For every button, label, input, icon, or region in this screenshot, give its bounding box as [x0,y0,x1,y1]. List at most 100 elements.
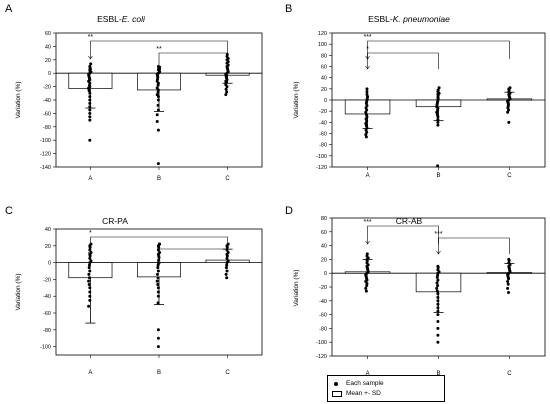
sample-point [436,115,440,119]
sample-point [225,276,229,280]
category-label: A [366,173,370,179]
category-label: B [157,370,161,376]
sample-point [156,286,160,290]
sample-point [436,295,440,299]
sample-point [225,85,229,89]
sample-point [436,299,440,303]
sample-point [364,289,368,293]
panel-letter: A [5,3,13,15]
sample-point [435,289,439,293]
sample-point [87,282,91,286]
sample-point [88,286,92,290]
sample-point [156,83,160,87]
sample-point [88,118,92,122]
sample-point [155,279,159,283]
legend-mean-label: Mean +- SD [346,390,381,397]
bar-b [137,72,181,91]
y-tick-label: -60 [319,132,327,138]
sample-point [88,98,92,102]
chart-panel-d: D CR-AB Variation (%) 80 60 40 20 0 -20 -40 -60 -80… [285,205,546,377]
category-label: A [88,370,92,376]
sample-point [88,263,92,267]
legend-bar-icon [332,390,342,397]
sample-point [88,269,92,273]
panel-title: ESBL-K. pneumoniae [368,14,450,24]
sample-point [88,115,92,119]
sample-point [436,326,440,330]
sample-point [436,120,440,124]
y-tick-label: 40 [321,244,327,250]
y-tick-label: 0 [48,71,51,77]
y-tick-label: -80 [319,326,327,332]
sample-point [436,313,440,317]
significance-bracket [158,52,228,69]
sample-point [156,290,160,294]
significance-label: *** [363,219,371,226]
y-tick-label: -100 [316,340,327,346]
y-tick-label: -40 [319,120,327,126]
y-tick-label: -80 [319,143,327,149]
sample-point [88,290,92,294]
y-tick-label: 20 [45,244,51,250]
y-axis-label: Variation (%) [293,269,300,306]
sample-point [436,123,440,127]
sample-point [157,245,161,249]
sample-point [506,279,510,283]
significance-label: * [89,230,92,237]
chart-panel-b: B ESBL-K. pneumoniae Variation (%) 120 100 80… [285,3,546,179]
legend-sample-label: Each sample [346,380,384,387]
sample-point [224,87,228,91]
panel-title: CR-AB [396,216,423,226]
sample-point [436,302,440,306]
significance-label: * [158,242,161,249]
sample-point [155,113,159,117]
sample-point [88,111,92,115]
title-prefix: ESBL- [97,14,122,24]
sample-point [225,269,229,273]
category-label: C [507,371,512,377]
sample-point [155,119,159,123]
sample-point [89,62,93,66]
sample-point [88,108,92,112]
sample-point [88,95,92,99]
significance-label: *** [434,231,442,238]
sample-point [225,261,229,265]
y-tick-label: -20 [43,85,51,91]
significance-bracket [367,40,510,59]
y-tick-label: 40 [321,76,327,82]
y-tick-label: 20 [321,257,327,263]
y-tick-label: -20 [319,285,327,291]
y-tick-label: 0 [48,261,51,267]
sample-point [507,277,511,281]
significance-bracket [367,52,439,69]
legend: Each sample Mean +- SD [327,375,445,402]
y-tick-label: -40 [43,98,51,104]
panel-title: ESBL-E. coli [97,14,146,24]
y-tick-label: 0 [324,271,327,277]
significance-label: ** [88,34,94,41]
chart-panel-a: A ESBL-E. coli Variation (%) 60 40 20 0 -20 -40 -… [5,3,263,182]
bracket-arrow [365,65,370,70]
y-tick-label: -100 [40,345,51,351]
sample-point [224,272,228,276]
title-italic: K. pneumoniae [393,14,450,24]
sample-point [364,135,368,139]
y-tick-label: -100 [316,154,327,160]
y-axis-label: Variation (%) [15,81,22,118]
y-axis-label: Variation (%) [293,81,300,118]
sample-point [156,328,160,332]
y-tick-label: -120 [40,152,51,158]
y-tick-label: 40 [45,44,51,50]
y-tick-label: 40 [45,227,51,233]
legend-mean-row: Mean +- SD [332,390,381,397]
category-label: A [88,176,92,182]
sample-point [87,304,91,308]
significance-label: ** [156,46,162,53]
y-tick-label: -80 [43,328,51,334]
bracket-arrow [365,240,370,245]
y-tick-label: -20 [319,109,327,115]
y-tick-label: -40 [319,299,327,305]
y-axis-label: Variation (%) [15,273,22,310]
y-tick-label: 100 [318,42,327,48]
y-tick-label: 60 [45,31,51,37]
